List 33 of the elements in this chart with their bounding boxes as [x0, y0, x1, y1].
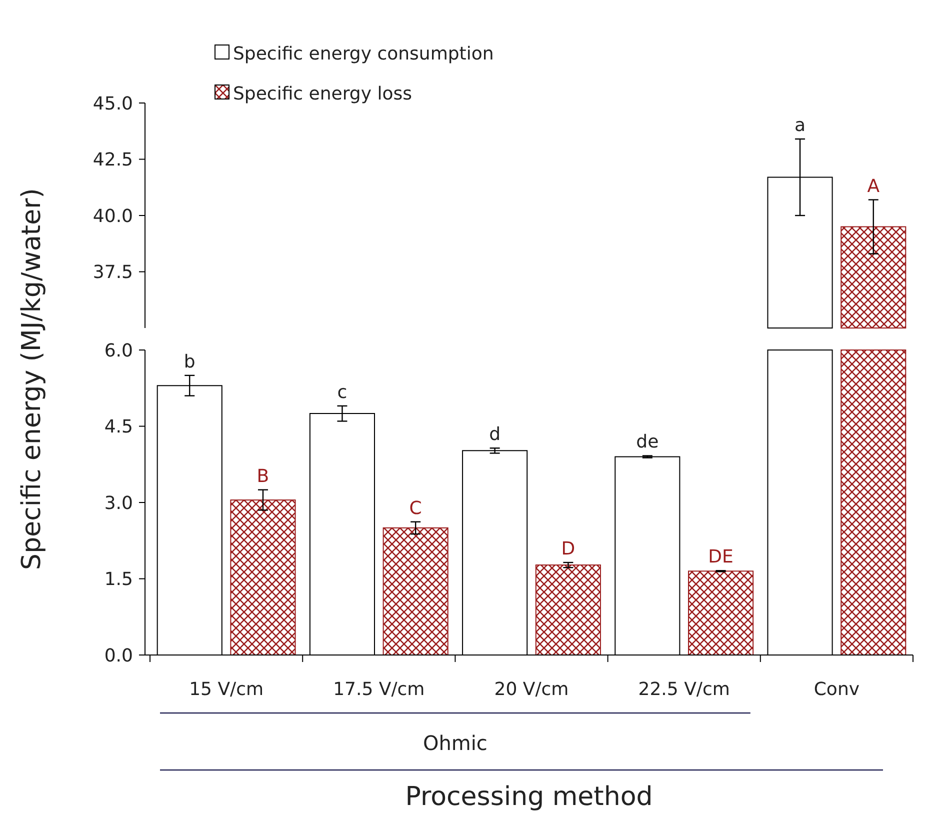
bar	[688, 570, 754, 656]
x-tick-label: 22.5 V/cm	[638, 679, 730, 700]
data-label: A	[867, 176, 880, 197]
y-tick-label: 6.0	[104, 340, 133, 362]
bar	[535, 564, 601, 656]
y-tick-label: 37.5	[92, 262, 133, 284]
data-label: d	[489, 424, 501, 446]
y-tick-label: 1.5	[104, 569, 133, 590]
bar	[382, 527, 448, 656]
y-tick-label: 45.0	[92, 93, 133, 114]
y-tick-label: 40.0	[92, 206, 133, 227]
x-tick-label: 15 V/cm	[189, 679, 264, 700]
y-axis-title: Specific energy (MJ/kg/water)	[17, 188, 47, 570]
data-label: D	[561, 538, 576, 560]
x-tick-label: 17.5 V/cm	[333, 679, 425, 700]
data-label: DE	[708, 546, 734, 568]
y-tick-label: 0.0	[104, 645, 133, 666]
y-tick-label: 3.0	[104, 492, 133, 514]
y-tick-label: 4.5	[104, 416, 133, 438]
y-tick-label: 42.5	[92, 150, 133, 171]
data-label: b	[184, 351, 196, 372]
bar	[230, 499, 296, 656]
x-tick-label: 20 V/cm	[494, 679, 569, 700]
data-label: de	[636, 432, 659, 453]
data-label: c	[337, 382, 348, 403]
x-axis-title: Processing method	[405, 782, 653, 812]
data-label: C	[409, 498, 422, 519]
data-label: a	[794, 115, 806, 136]
legend-label: Specific energy consumption	[233, 43, 494, 64]
text: Ohmic	[422, 731, 488, 755]
data-label: B	[256, 466, 270, 487]
x-tick-label: Conv	[814, 679, 860, 700]
legend-label: Specific energy loss	[233, 83, 412, 104]
